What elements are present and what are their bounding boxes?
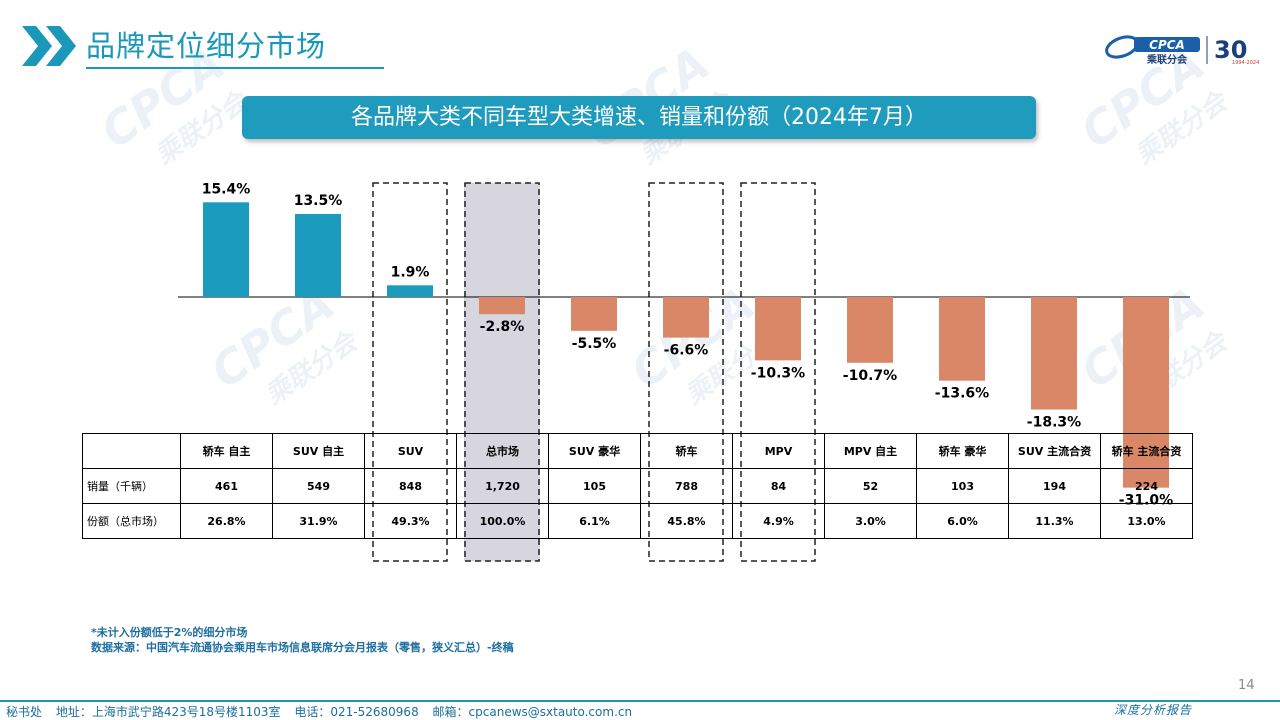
table-cell: 1,720 [456, 468, 549, 504]
table-cell: 45.8% [640, 503, 733, 539]
bar-6 [755, 297, 801, 361]
bar-7 [847, 297, 893, 363]
table-cell: 103 [916, 468, 1009, 504]
data-label-2: 1.9% [391, 264, 430, 280]
table-cell: 100.0% [456, 503, 549, 539]
data-label-1: 13.5% [294, 193, 343, 209]
header-corner [82, 433, 181, 469]
highlight-box-6 [740, 182, 816, 562]
chevron-icon [22, 26, 76, 66]
table-cell: 6.0% [916, 503, 1009, 539]
data-label-9: -18.3% [1027, 415, 1081, 431]
table-cell: 49.3% [364, 503, 457, 539]
table-cell: 6.1% [548, 503, 641, 539]
column-header: 轿车 [640, 433, 733, 469]
logo-org: 乘联分会 [1146, 53, 1187, 66]
logo-brand: CPCA [1149, 38, 1185, 52]
column-header: SUV 主流合资 [1008, 433, 1101, 469]
table-cell: 549 [272, 468, 365, 504]
column-header: SUV [364, 433, 457, 469]
sales-share-table: 轿车 自主 SUV 自主 SUV 总市场 SUV 豪华 轿车 MPV MPV 自主 轿车 豪华 S… [82, 433, 1193, 539]
table-cell: 26.8% [180, 503, 273, 539]
column-header: SUV 豪华 [548, 433, 641, 469]
bar-9 [1031, 297, 1077, 410]
column-header: 总市场 [456, 433, 549, 469]
highlight-box-5 [648, 182, 724, 562]
footer-contact: 秘书处 地址：上海市武宁路423号18号楼1103室 电话：021-526809… [6, 703, 642, 720]
chart-title-banner: 各品牌大类不同车型大类增速、销量和份额（2024年7月） [242, 96, 1036, 139]
footer-address: 地址：上海市武宁路423号18号楼1103室 [55, 705, 281, 719]
bar-2 [387, 285, 433, 297]
table-cell: 194 [1008, 468, 1101, 504]
table-header-row: 轿车 自主 SUV 自主 SUV 总市场 SUV 豪华 轿车 MPV MPV 自主 轿车 豪华 S… [82, 433, 1193, 469]
row-header: 销量（千辆） [82, 468, 181, 504]
table-cell: 105 [548, 468, 641, 504]
footnotes: *未计入份额低于2%的细分市场 数据来源：中国汽车流通协会乘用车市场信息联席分会… [91, 625, 514, 655]
column-header: SUV 自主 [272, 433, 365, 469]
table-cell: 461 [180, 468, 273, 504]
bar-8 [939, 297, 985, 381]
bar-1 [295, 213, 341, 297]
report-type-label: 深度分析报告 [1114, 703, 1193, 717]
table-cell: 3.0% [824, 503, 917, 539]
table-cell: 52 [824, 468, 917, 504]
data-label-7: -10.7% [843, 368, 897, 384]
column-header: MPV 自主 [824, 433, 917, 469]
data-label-5: -6.6% [664, 343, 709, 359]
bar-5 [663, 297, 709, 338]
data-label-8: -13.6% [935, 386, 989, 402]
column-header: 轿车 自主 [180, 433, 273, 469]
table-cell: 4.9% [732, 503, 825, 539]
footnote-source: 数据来源：中国汽车流通协会乘用车市场信息联席分会月报表（零售，狭义汇总）-终稿 [91, 641, 514, 654]
table-cell: 788 [640, 468, 733, 504]
table-cell: 84 [732, 468, 825, 504]
column-header: 轿车 主流合资 [1100, 433, 1193, 469]
bar-0 [203, 202, 249, 297]
column-header: 轿车 豪华 [916, 433, 1009, 469]
logo-years: 1994-2024 [1232, 60, 1259, 66]
bar-4 [571, 297, 617, 331]
highlight-box-2 [372, 182, 448, 562]
data-label-0: 15.4% [202, 181, 251, 197]
footer-office: 秘书处 [6, 705, 43, 719]
table-cell: 848 [364, 468, 457, 504]
logo-anniv: 30 [1214, 36, 1247, 64]
page-title: 品牌定位细分市场 [86, 29, 327, 63]
bar-3 [479, 297, 525, 315]
footer-divider [0, 700, 1280, 702]
table-cell: 31.9% [272, 503, 365, 539]
footer-email: 邮箱：cpcanews@sxtauto.com.cn [432, 705, 633, 719]
table-row: 份额（总市场） 26.8% 31.9% 49.3% 100.0% 6.1% 45.8% 4.9… [82, 503, 1193, 539]
column-header: MPV [732, 433, 825, 469]
table-cell: 11.3% [1008, 503, 1101, 539]
footnote-exclusion: *未计入份额低于2%的细分市场 [91, 626, 248, 639]
cpca-logo: CPCA 乘联分会 30 1994-2024 [1105, 35, 1259, 66]
table-cell: 13.0% [1100, 503, 1193, 539]
title-underline [86, 67, 384, 69]
footer-phone: 电话：021-52680968 [294, 705, 419, 719]
data-label-6: -10.3% [751, 365, 805, 381]
data-label-4: -5.5% [572, 336, 617, 352]
row-header: 份额（总市场） [82, 503, 181, 539]
table-row: 销量（千辆） 461 549 848 1,720 105 788 84 52 103 194 224 [82, 468, 1193, 504]
highlight-box-3 [464, 182, 540, 562]
data-label-3: -2.8% [480, 319, 525, 335]
table-cell: 224 [1100, 468, 1193, 504]
page-number: 14 [1238, 678, 1255, 693]
